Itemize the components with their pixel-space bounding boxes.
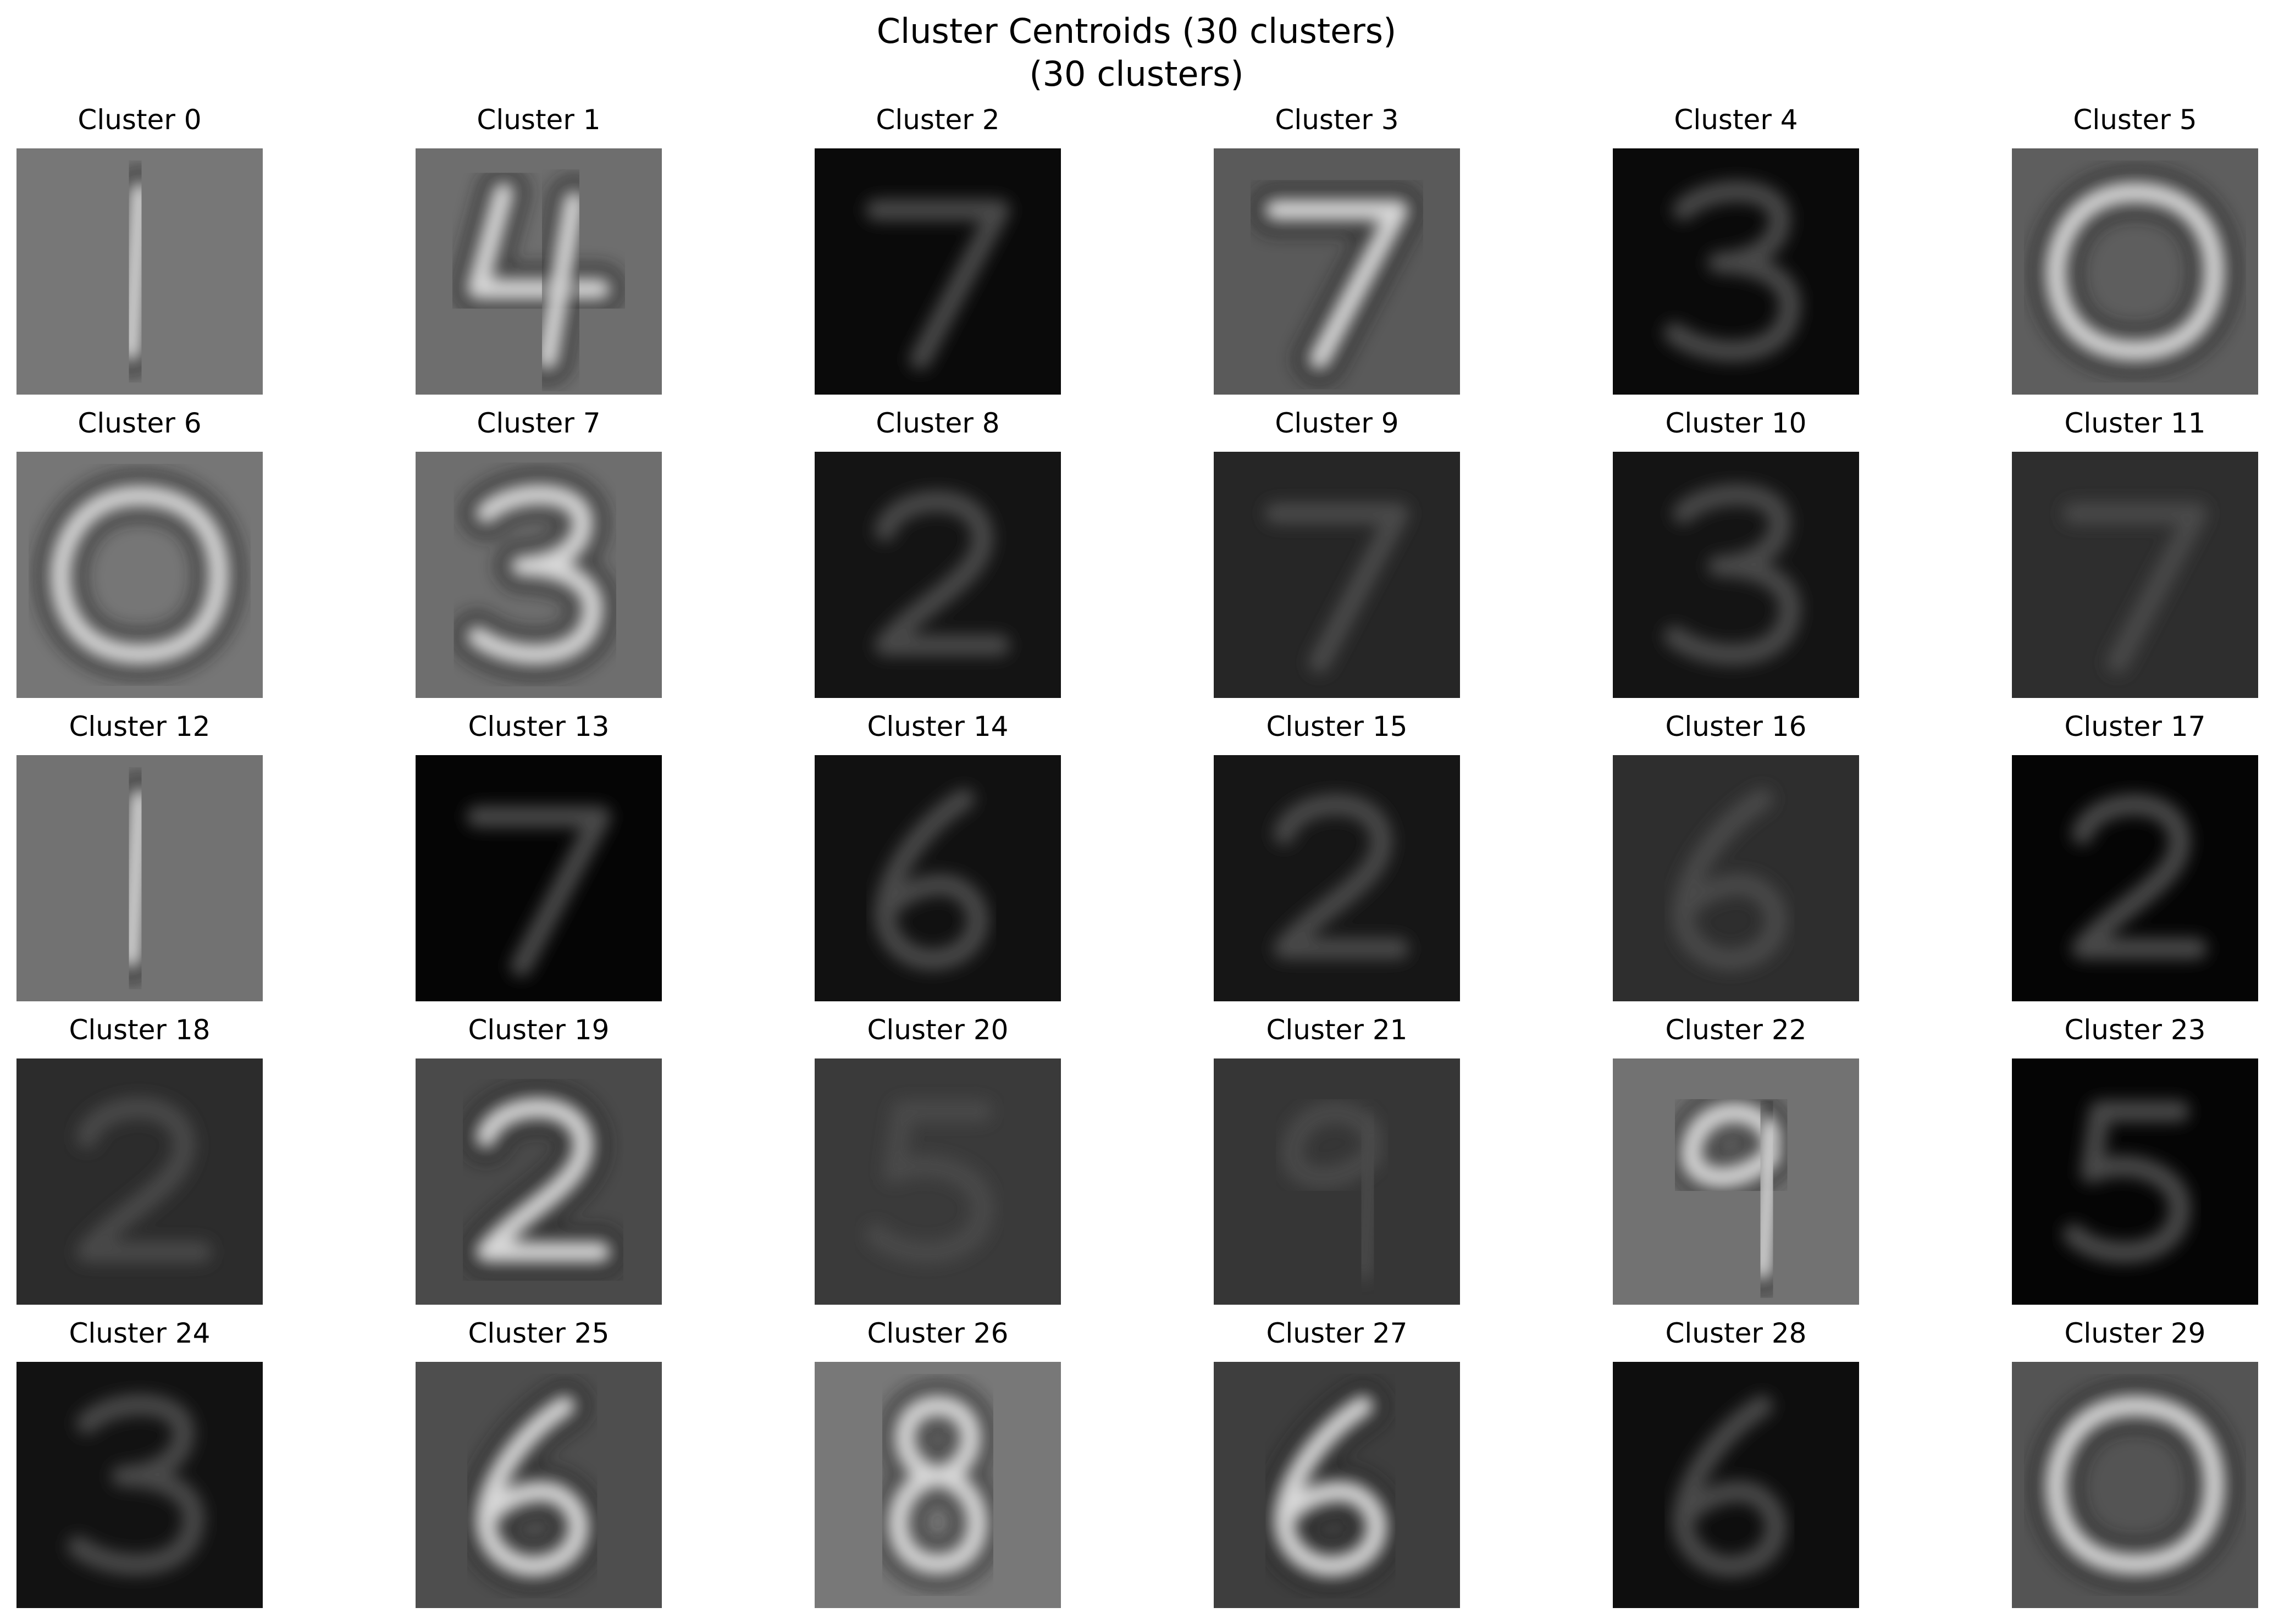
centroid-image: [16, 755, 263, 1001]
panel-title: Cluster 10: [1665, 407, 1807, 439]
centroid-image: [416, 148, 662, 395]
centroid-image: [1613, 1058, 1859, 1305]
centroid-image: [16, 1362, 263, 1608]
centroid-image: [2012, 755, 2258, 1001]
centroid-image: [815, 452, 1061, 698]
panel-title: Cluster 23: [2064, 1014, 2206, 1046]
centroid-image: [1613, 755, 1859, 1001]
panel-title: Cluster 12: [69, 711, 211, 742]
panel-title: Cluster 0: [78, 104, 202, 136]
centroid-image: [815, 148, 1061, 395]
panel-title: Cluster 13: [468, 711, 610, 742]
centroid-image: [16, 1058, 263, 1305]
centroid-image: [2012, 1058, 2258, 1305]
panel-title: Cluster 11: [2064, 407, 2206, 439]
panel-title: Cluster 5: [2073, 104, 2197, 136]
panel-title: Cluster 25: [468, 1317, 610, 1349]
panel-title: Cluster 1: [477, 104, 601, 136]
centroid-image: [2012, 1362, 2258, 1608]
centroid-image: [2012, 452, 2258, 698]
centroid-image: [815, 1362, 1061, 1608]
centroid-image: [416, 452, 662, 698]
centroid-image: [416, 755, 662, 1001]
centroid-image: [1613, 148, 1859, 395]
centroid-image: [416, 1058, 662, 1305]
centroid-image: [1613, 452, 1859, 698]
panel-title: Cluster 6: [78, 407, 202, 439]
panel-title: Cluster 16: [1665, 711, 1807, 742]
centroid-image: [16, 452, 263, 698]
centroid-image: [1214, 148, 1460, 395]
panel-title: Cluster 8: [876, 407, 1000, 439]
figure-subtitle: (30 clusters): [1029, 54, 1244, 94]
centroid-image: [815, 1058, 1061, 1305]
panel-title: Cluster 4: [1674, 104, 1798, 136]
panel-title: Cluster 15: [1266, 711, 1408, 742]
centroid-image: [16, 148, 263, 395]
panel-title: Cluster 19: [468, 1014, 610, 1046]
figure-title: Cluster Centroids (30 clusters): [876, 11, 1397, 51]
centroid-image: [1613, 1362, 1859, 1608]
panel-title: Cluster 9: [1275, 407, 1399, 439]
panel-title: Cluster 18: [69, 1014, 211, 1046]
panel-title: Cluster 21: [1266, 1014, 1408, 1046]
panel-title: Cluster 7: [477, 407, 601, 439]
centroid-image: [1214, 755, 1460, 1001]
panel-title: Cluster 29: [2064, 1317, 2206, 1349]
centroid-image: [1214, 1058, 1460, 1305]
panel-title: Cluster 2: [876, 104, 1000, 136]
panel-title: Cluster 17: [2064, 711, 2206, 742]
panel-title: Cluster 28: [1665, 1317, 1807, 1349]
centroid-image: [2012, 148, 2258, 395]
centroid-image: [1214, 1362, 1460, 1608]
panel-title: Cluster 24: [69, 1317, 211, 1349]
panel-title: Cluster 14: [867, 711, 1009, 742]
panel-title: Cluster 3: [1275, 104, 1399, 136]
centroid-image: [1214, 452, 1460, 698]
panel-title: Cluster 22: [1665, 1014, 1807, 1046]
centroid-image: [416, 1362, 662, 1608]
panel-title: Cluster 27: [1266, 1317, 1408, 1349]
panel-title: Cluster 26: [867, 1317, 1009, 1349]
centroid-image: [815, 755, 1061, 1001]
panel-title: Cluster 20: [867, 1014, 1009, 1046]
